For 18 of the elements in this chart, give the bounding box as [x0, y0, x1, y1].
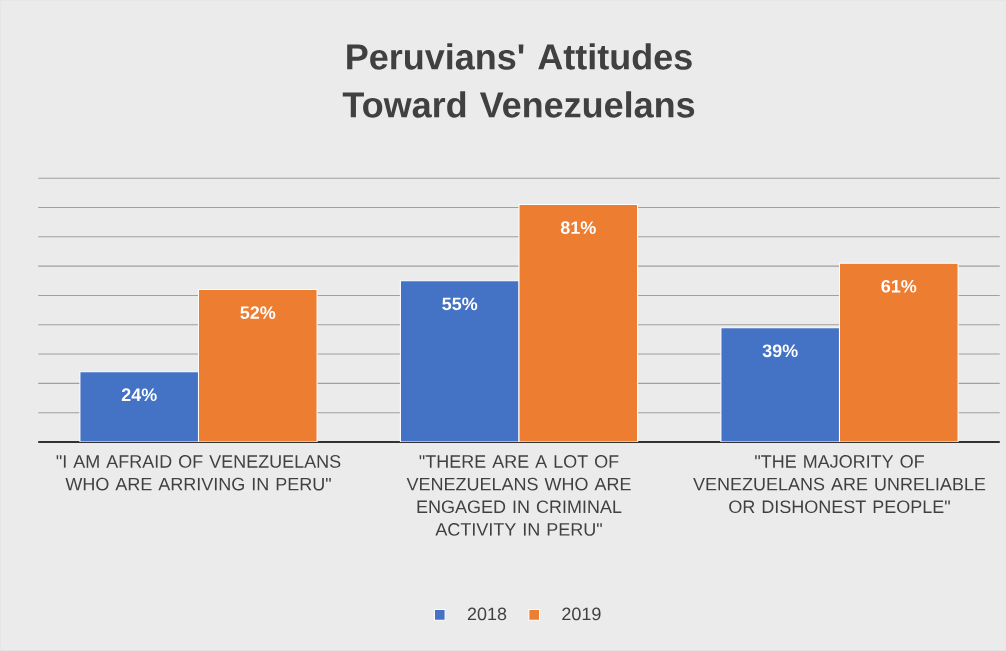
- legend-label: 2018: [467, 607, 507, 621]
- bar: [838, 262, 959, 442]
- data-label: 39%: [762, 344, 798, 358]
- data-label: 61%: [881, 279, 917, 293]
- bar: [79, 371, 200, 442]
- x-tick-label: "THE MAJORITY OF VENEZUELANS ARE UNRELIABLE OR DISHONEST PEOPLE": [693, 455, 986, 514]
- data-label: 24%: [121, 388, 157, 401]
- legend-label: 2019: [562, 607, 601, 621]
- chart-title: Peruvians' Attitudes Toward Venezuelans: [342, 43, 695, 118]
- bar: [720, 327, 841, 442]
- bar: [197, 288, 318, 442]
- x-tick-label: "THERE ARE A LOT OF VENEZUELANS WHO ARE ENGAGED IN CRIMINAL ACTIVITY IN PERU": [406, 455, 631, 536]
- bar: [518, 203, 639, 442]
- bar: [399, 280, 520, 442]
- data-label: 55%: [442, 297, 478, 311]
- x-tick-label: "I AM AFRAID OF VENEZUELANS WHO ARE ARRIVING IN PERU": [56, 455, 341, 491]
- data-label: 52%: [240, 306, 276, 319]
- data-label: 81%: [560, 221, 596, 234]
